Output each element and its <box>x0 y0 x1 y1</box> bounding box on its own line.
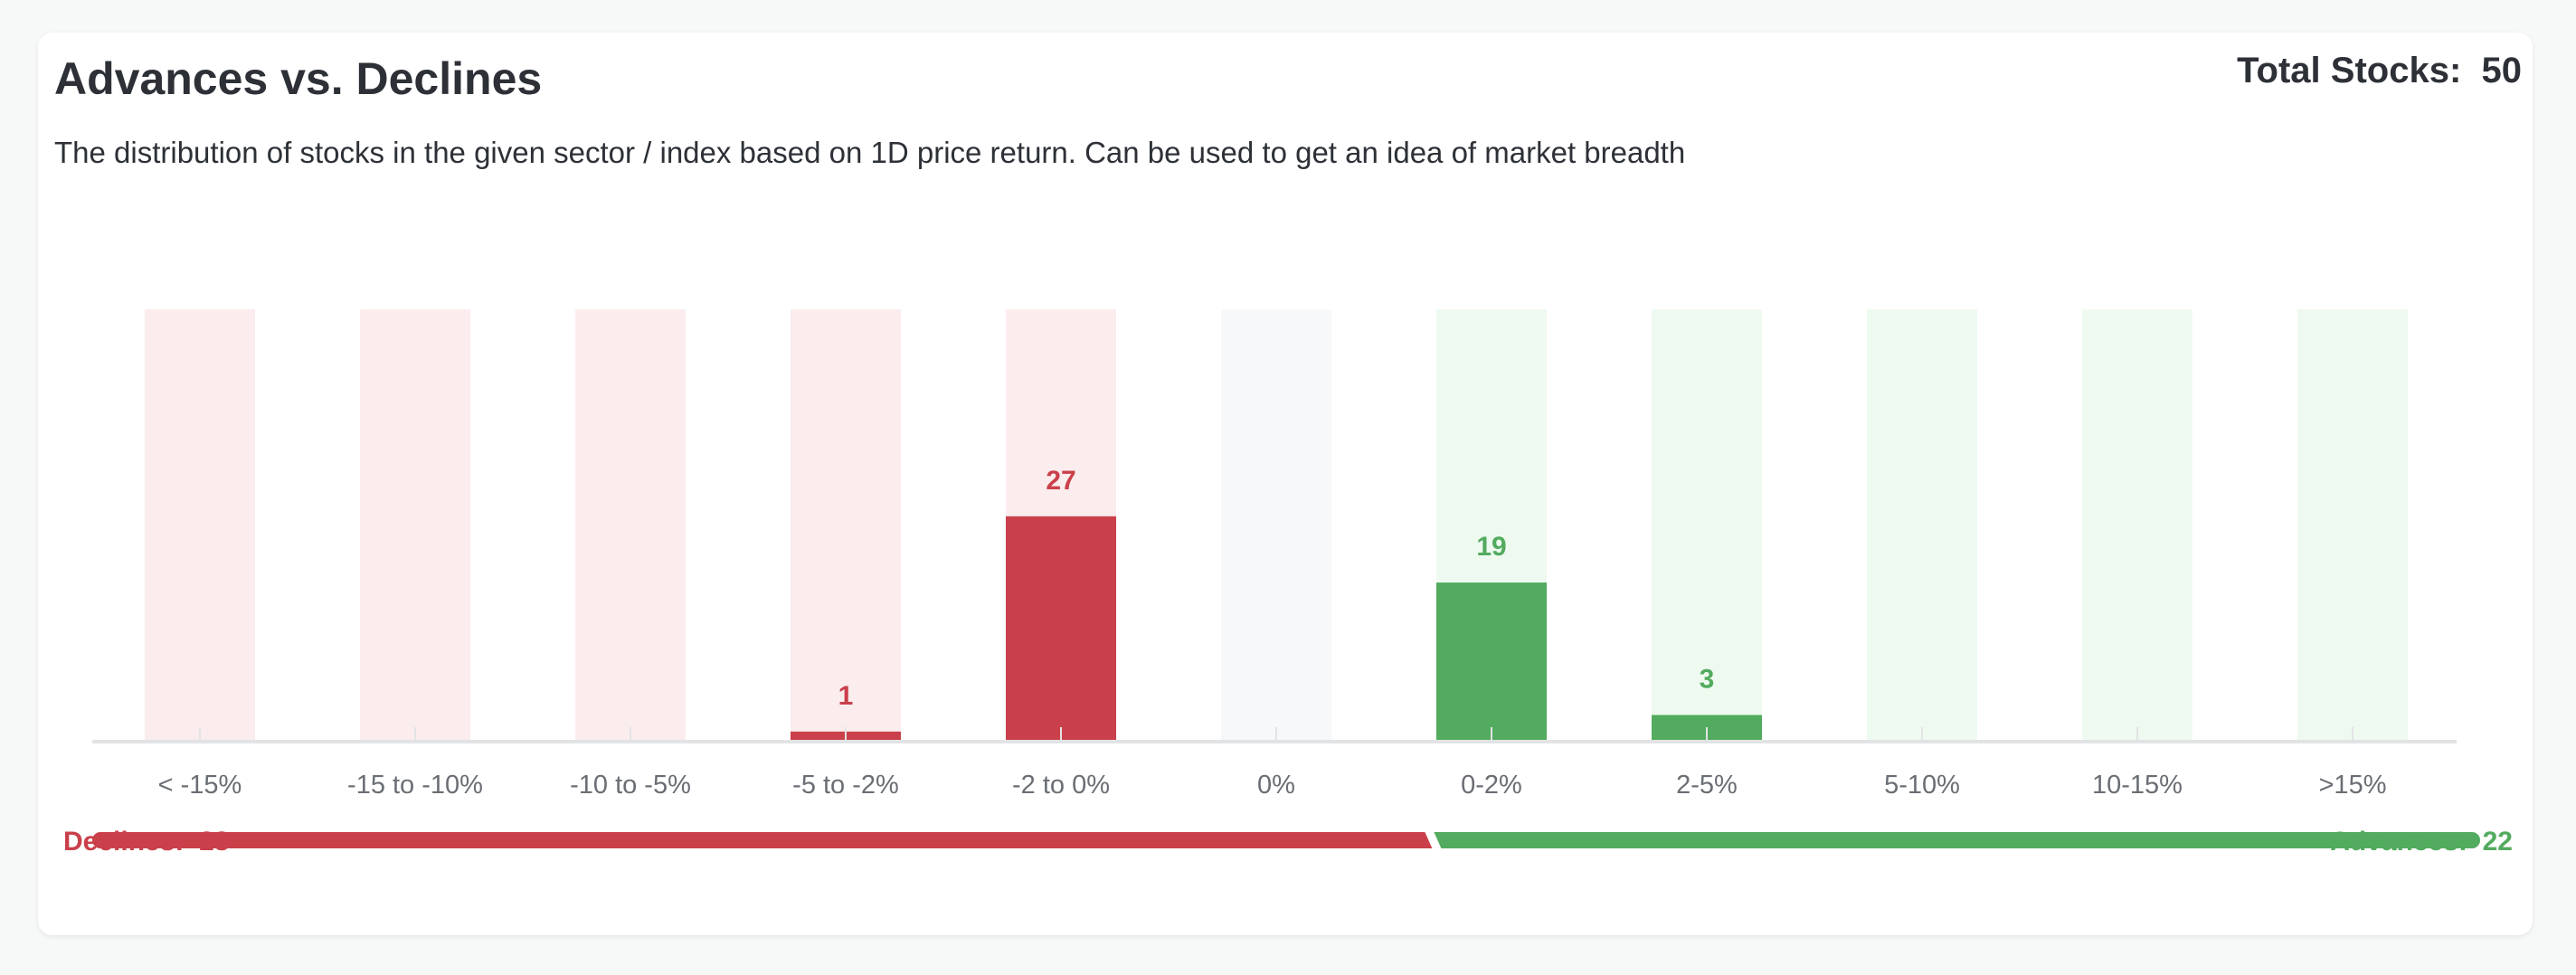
total-stocks-value: 50 <box>2481 51 2523 90</box>
bar-track <box>145 309 255 740</box>
x-tick-label: 0-2% <box>1461 771 1522 800</box>
x-tick-label: 5-10% <box>1884 771 1960 800</box>
total-stocks-label: Total Stocks: <box>2237 51 2462 90</box>
x-tick-label: -5 to -2% <box>792 771 899 800</box>
bar-track <box>575 309 686 740</box>
bar-value-label: 19 <box>1476 532 1506 562</box>
advances-summary: Advances: 22 <box>2330 827 2513 857</box>
x-tick-label: >15% <box>2319 771 2387 800</box>
x-tick-label: < -15% <box>158 771 242 800</box>
bar-value-label: 3 <box>1700 665 1715 695</box>
total-stocks: Total Stocks: 50 <box>2237 51 2522 91</box>
bar-track <box>1221 309 1331 740</box>
declines-label: Declines: <box>63 827 185 857</box>
bar-value-label: 27 <box>1046 466 1075 496</box>
bar-value-label: 1 <box>838 681 854 711</box>
advances-value: 22 <box>2482 827 2513 857</box>
chart-subtitle: The distribution of stocks in the given … <box>54 136 1686 169</box>
bar <box>1436 582 1547 740</box>
bar-track <box>2082 309 2192 740</box>
x-tick-label: 10-15% <box>2092 771 2183 800</box>
bar <box>1006 516 1116 740</box>
x-tick-label: 2-5% <box>1676 771 1738 800</box>
chart-title: Advances vs. Declines <box>54 53 543 104</box>
x-tick-label: -2 to 0% <box>1012 771 1110 800</box>
advances-label: Advances: <box>2330 827 2467 857</box>
bar-track <box>360 309 470 740</box>
bar-track <box>1867 309 1977 740</box>
advances-breadth-bar <box>1434 832 2480 848</box>
declines-value: 28 <box>199 827 230 857</box>
declines-summary: Declines: 28 <box>63 827 229 857</box>
bar-track <box>2297 309 2408 740</box>
x-tick-label: 0% <box>1257 771 1295 800</box>
bar-track <box>1652 309 1762 740</box>
x-tick-label: -15 to -10% <box>347 771 483 800</box>
x-tick-label: -10 to -5% <box>570 771 691 800</box>
bar-track <box>791 309 901 740</box>
declines-breadth-bar <box>92 832 1433 848</box>
